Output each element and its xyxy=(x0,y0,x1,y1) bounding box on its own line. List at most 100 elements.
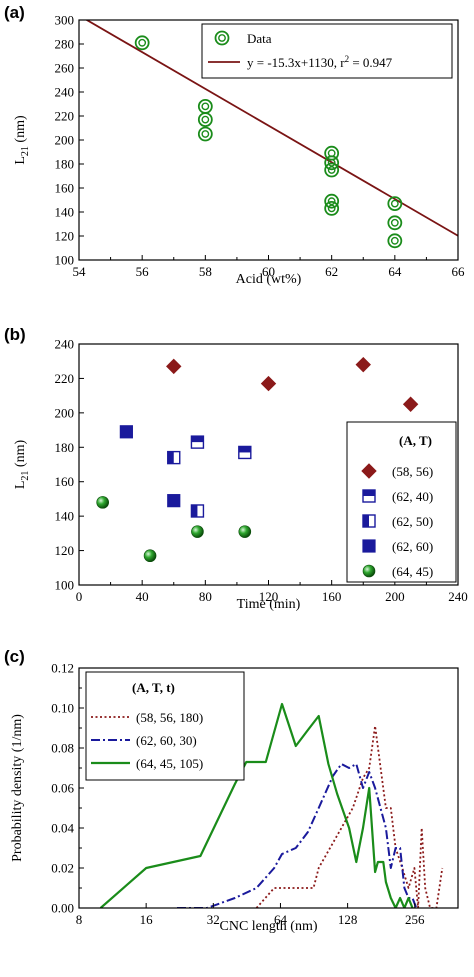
y-tick-label: 300 xyxy=(55,13,75,28)
y-tick-label: 0.00 xyxy=(51,901,74,916)
y-tick-label: 0.02 xyxy=(51,861,74,876)
x-axis-title: Acid (wt%) xyxy=(236,272,302,287)
y-tick-label: 180 xyxy=(55,440,75,455)
y-axis-title: L21 (nm) xyxy=(13,440,31,490)
panel-b-chart: (b) 0 40 80 120 160 200 240 100 120 140 160 180 200 22… xyxy=(4,325,468,612)
panel-a-chart: (a) 54 56 58 60 62 64 66 100 120 140 160 180 200 220 24… xyxy=(4,3,465,287)
data-point xyxy=(197,99,213,114)
x-tick-label: 80 xyxy=(199,589,212,604)
data-point-inner xyxy=(201,102,210,111)
legend-label-fit: y = -15.3x+1130, r2 = 0.947 xyxy=(247,54,393,70)
x-tick-label: 66 xyxy=(452,264,466,279)
y-tick-label: 120 xyxy=(55,229,75,244)
x-tick-label: 62 xyxy=(325,264,338,279)
data-point-inner xyxy=(201,130,210,138)
y-tick-label: 160 xyxy=(55,474,75,489)
data-point-inner xyxy=(327,166,336,174)
y-tick-label: 180 xyxy=(55,157,75,172)
data-point-fill xyxy=(167,451,174,464)
data-point xyxy=(143,549,157,563)
y-tick-label: 100 xyxy=(55,253,75,268)
y-tick-label: 100 xyxy=(55,578,75,593)
y-tick-label: 200 xyxy=(55,133,75,148)
x-tick-label: 58 xyxy=(199,264,212,279)
legend-label: (58, 56) xyxy=(392,464,433,479)
y-tick-label: 0.04 xyxy=(51,821,74,836)
data-point-inner xyxy=(201,115,210,124)
y-tick-label: 0.08 xyxy=(51,741,74,756)
y-tick-label: 220 xyxy=(55,109,75,124)
x-tick-label: 64 xyxy=(274,912,288,927)
panel-a-label: (a) xyxy=(4,3,25,22)
data-point xyxy=(96,496,109,509)
data-point xyxy=(260,375,277,392)
series-line xyxy=(255,725,444,908)
legend-label-data: Data xyxy=(247,31,272,46)
fit-line xyxy=(85,20,458,237)
legend-label: (64, 45, 105) xyxy=(136,756,203,771)
x-tick-label: 40 xyxy=(136,589,149,604)
data-point-fill xyxy=(191,504,198,517)
data-point-inner xyxy=(390,236,399,245)
x-axis-title: CNC length (nm) xyxy=(220,919,318,934)
y-tick-label: 280 xyxy=(55,37,75,52)
x-axis-title: Time (min) xyxy=(237,597,301,612)
x-tick-label: 128 xyxy=(338,912,358,927)
data-point xyxy=(134,35,150,51)
y-tick-label: 140 xyxy=(55,509,75,524)
y-tick-label: 160 xyxy=(55,181,75,196)
data-point-inner xyxy=(327,158,336,167)
x-tick-label: 0 xyxy=(76,589,83,604)
x-tick-label: 60 xyxy=(262,264,275,279)
legend-box xyxy=(201,23,453,79)
y-tick-label: 140 xyxy=(55,205,75,220)
data-point xyxy=(324,200,340,216)
legend-title: (A, T) xyxy=(399,433,432,448)
x-tick-label: 64 xyxy=(388,264,402,279)
y-tick-label: 120 xyxy=(55,543,75,558)
legend-title: (A, T, t) xyxy=(132,680,175,695)
legend-label: (58, 56, 180) xyxy=(136,710,203,725)
x-tick-label: 56 xyxy=(136,264,150,279)
data-point xyxy=(387,196,403,212)
data-point-inner xyxy=(327,197,336,206)
x-tick-label: 8 xyxy=(76,912,83,927)
data-point xyxy=(402,396,419,412)
y-tick-label: 240 xyxy=(55,85,75,100)
data-point-inner xyxy=(327,204,336,213)
data-point xyxy=(238,525,252,538)
data-point xyxy=(387,233,403,249)
data-point-inner xyxy=(390,199,399,208)
series-line xyxy=(99,702,414,908)
x-tick-label: 120 xyxy=(259,589,279,604)
legend-label: (64, 45) xyxy=(392,564,433,579)
data-point xyxy=(166,358,182,375)
panel-c-chart: (c) 8 16 32 64 128 256 0.00 0.02 0.04 0.06 0.08 0.10… xyxy=(4,647,459,934)
data-point xyxy=(324,155,340,171)
panel-b-label: (b) xyxy=(4,325,26,344)
x-tick-label: 160 xyxy=(322,589,342,604)
data-point xyxy=(355,356,371,373)
data-point-fill xyxy=(238,446,251,453)
data-point-inner xyxy=(390,218,399,227)
legend-marker xyxy=(362,564,376,578)
legend-marker xyxy=(362,539,376,553)
y-axis-title: L21 (nm) xyxy=(13,115,31,165)
y-tick-label: 200 xyxy=(55,405,75,420)
legend-marker xyxy=(361,463,377,479)
x-tick-label: 16 xyxy=(140,912,154,927)
panel-c-label: (c) xyxy=(4,647,25,666)
data-point-inner xyxy=(138,38,147,47)
legend-marker-data-inner xyxy=(218,34,226,42)
legend-label: (62, 60) xyxy=(392,539,433,554)
legend-label: (62, 50) xyxy=(392,514,433,529)
data-point xyxy=(197,112,213,127)
x-tick-label: 240 xyxy=(448,589,468,604)
data-point xyxy=(387,215,403,231)
y-tick-label: 0.12 xyxy=(51,661,74,676)
data-point xyxy=(324,193,340,209)
data-point xyxy=(119,425,133,439)
y-tick-label: 240 xyxy=(55,337,75,352)
data-point xyxy=(167,494,181,508)
